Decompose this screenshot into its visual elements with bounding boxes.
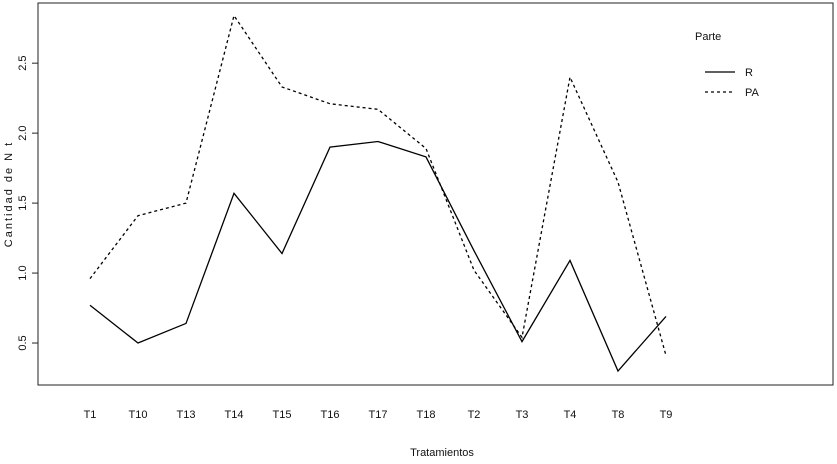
y-tick-label: 2.5 (17, 56, 29, 71)
plot-box (37, 2, 834, 386)
x-tick-label: T14 (225, 409, 244, 421)
x-tick-label: T18 (417, 409, 436, 421)
y-axis-label: Cantidad de N t (3, 141, 15, 247)
y-tick-label: 1.0 (17, 265, 29, 280)
x-tick-label: T13 (177, 409, 196, 421)
x-tick-label: T4 (564, 409, 577, 421)
legend-title: Parte (695, 31, 721, 43)
series-line (89, 14, 667, 356)
x-axis-label: Tratamientos (410, 447, 474, 459)
x-tick-label: T10 (129, 409, 148, 421)
legend-label: R (745, 67, 753, 79)
series-line (89, 140, 667, 373)
y-tick-label: 0.5 (17, 335, 29, 350)
x-tick-label: T1 (84, 409, 97, 421)
legend-label: PA (745, 87, 760, 99)
x-tick-label: T16 (321, 409, 340, 421)
x-tick-label: T17 (369, 409, 388, 421)
x-tick-label: T9 (660, 409, 673, 421)
y-tick-label: 1.5 (17, 195, 29, 210)
x-tick-label: T15 (273, 409, 292, 421)
x-tick-label: T8 (612, 409, 625, 421)
x-tick-label: T2 (468, 409, 481, 421)
x-tick-label: T3 (516, 409, 529, 421)
y-tick-label: 2.0 (17, 125, 29, 140)
